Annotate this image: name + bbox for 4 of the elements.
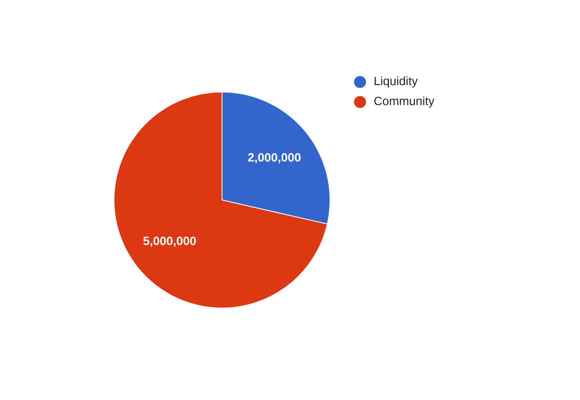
data-label: 5,000,000	[143, 236, 196, 247]
legend-label: Liquidity	[374, 76, 418, 88]
data-label: 2,000,000	[248, 153, 301, 164]
legend-label: Community	[374, 96, 434, 108]
